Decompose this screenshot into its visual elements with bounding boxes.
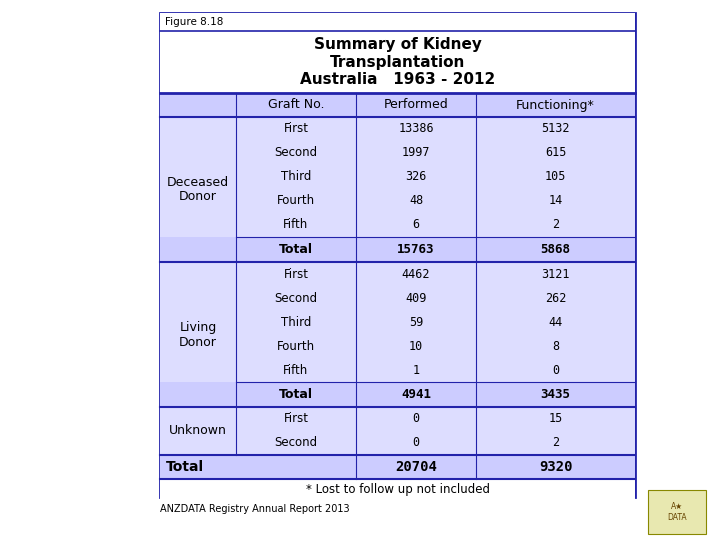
Text: Third: Third	[281, 171, 311, 184]
Text: First: First	[284, 413, 308, 426]
Text: 5868: 5868	[541, 243, 570, 256]
Text: 0: 0	[413, 436, 420, 449]
Bar	[160, 117, 635, 262]
Bar	[160, 13, 635, 31]
Text: 44: 44	[549, 315, 562, 328]
Text: Figure 8.18: Figure 8.18	[165, 17, 223, 27]
Text: Deceased
Donor: Deceased Donor	[167, 176, 229, 204]
Text: Second: Second	[274, 146, 318, 159]
Text: Third: Third	[281, 315, 311, 328]
Text: First: First	[284, 123, 308, 136]
Text: 15763: 15763	[397, 243, 435, 256]
Text: 262: 262	[545, 292, 566, 305]
Text: Fourth: Fourth	[277, 340, 315, 353]
Text: 326: 326	[405, 171, 427, 184]
Text: Total: Total	[279, 388, 313, 401]
Text: * Lost to follow up not included: * Lost to follow up not included	[305, 483, 490, 496]
Bar	[160, 31, 635, 93]
Text: 615: 615	[545, 146, 566, 159]
Text: 9320: 9320	[539, 460, 572, 474]
Text: 2: 2	[552, 436, 559, 449]
Text: 5132: 5132	[541, 123, 570, 136]
Text: 105: 105	[545, 171, 566, 184]
Bar	[160, 237, 635, 262]
Bar	[160, 479, 635, 501]
Text: 0: 0	[413, 413, 420, 426]
Text: 13386: 13386	[398, 123, 434, 136]
Text: 59: 59	[409, 315, 423, 328]
Text: Total: Total	[166, 460, 204, 474]
Text: 3121: 3121	[541, 267, 570, 280]
Text: Second: Second	[274, 436, 318, 449]
Bar	[160, 13, 635, 497]
Text: Functioning*: Functioning*	[516, 98, 595, 111]
Bar	[160, 407, 635, 455]
Text: 8: 8	[552, 340, 559, 353]
Text: 20704: 20704	[395, 460, 437, 474]
Text: 48: 48	[409, 194, 423, 207]
Text: 1997: 1997	[402, 146, 431, 159]
Bar	[160, 93, 635, 117]
Text: 3435: 3435	[541, 388, 570, 401]
Text: Graft No.: Graft No.	[268, 98, 324, 111]
Bar	[160, 455, 635, 479]
Text: 14: 14	[549, 194, 562, 207]
Text: Second: Second	[274, 292, 318, 305]
Text: 6: 6	[413, 219, 420, 232]
Text: Fourth: Fourth	[277, 194, 315, 207]
Text: Performed: Performed	[384, 98, 449, 111]
Text: ANZDATA Registry Annual Report 2013: ANZDATA Registry Annual Report 2013	[160, 504, 350, 514]
Text: A★
DATA: A★ DATA	[667, 502, 687, 522]
Bar	[160, 262, 635, 407]
Text: Fifth: Fifth	[284, 363, 309, 376]
Bar	[160, 382, 635, 407]
Text: 4462: 4462	[402, 267, 431, 280]
Text: 2: 2	[552, 219, 559, 232]
Text: 15: 15	[549, 413, 562, 426]
Text: Total: Total	[279, 243, 313, 256]
Text: Fifth: Fifth	[284, 219, 309, 232]
Text: Living
Donor: Living Donor	[179, 321, 217, 348]
Text: Unknown: Unknown	[169, 424, 227, 437]
Text: 10: 10	[409, 340, 423, 353]
Text: 1: 1	[413, 363, 420, 376]
Text: 0: 0	[552, 363, 559, 376]
Text: First: First	[284, 267, 308, 280]
Bar	[648, 490, 706, 534]
Text: Summary of Kidney
Transplantation
Australia   1963 - 2012: Summary of Kidney Transplantation Austra…	[300, 37, 495, 87]
Text: 409: 409	[405, 292, 427, 305]
Text: 4941: 4941	[401, 388, 431, 401]
